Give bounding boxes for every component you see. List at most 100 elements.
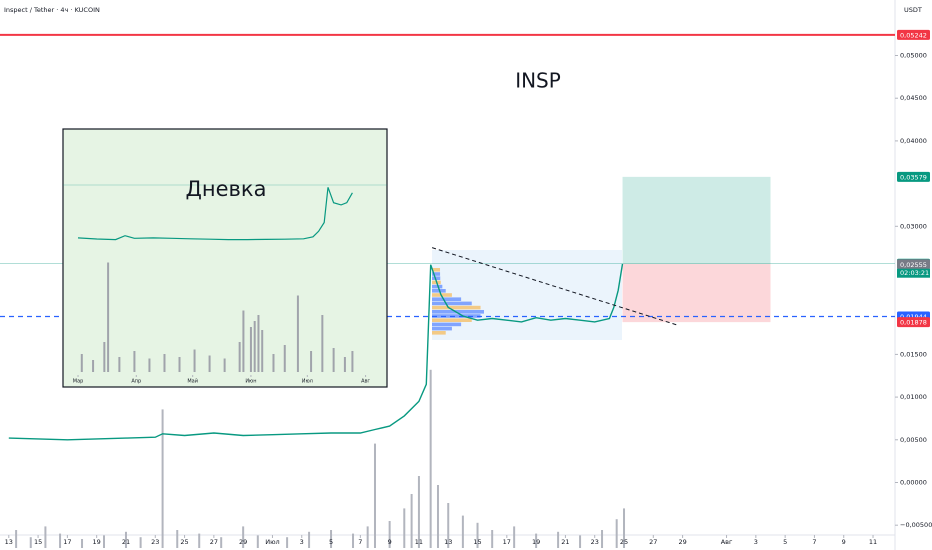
profile-bar [432, 305, 481, 310]
x-tick-label: 13 [444, 538, 452, 546]
volume-bar [15, 530, 18, 548]
volume-bar [601, 530, 604, 548]
y-tick-label: 0,04000 [900, 137, 927, 145]
volume-bar [44, 526, 47, 548]
y-tick-label: −0,00500 [900, 521, 932, 529]
chart-title: INSP [515, 69, 561, 93]
volume-bar [615, 519, 618, 548]
volume-bar [436, 485, 439, 548]
x-tick-label: Авг [721, 538, 733, 546]
volume-bar [308, 531, 311, 548]
y-tick-label: 0,01500 [900, 350, 927, 358]
inset-x-tick-label: Май [187, 378, 198, 385]
price-label-box [897, 259, 930, 270]
volume-bar [373, 443, 376, 548]
volume-bar [256, 535, 259, 548]
x-tick-label: 29 [678, 538, 686, 546]
x-tick-label: 15 [34, 538, 42, 546]
profile-bar [432, 322, 462, 327]
x-tick-label: 7 [812, 538, 816, 546]
profile-bar [432, 314, 481, 318]
trendline [431, 247, 679, 326]
volume-bar [417, 476, 420, 548]
volume-bar [198, 533, 201, 548]
inset-volume-bar [272, 354, 275, 372]
inset-volume-bar [193, 349, 196, 372]
inset: Мар Апр Май Июн Июл Авг [63, 184, 387, 385]
inset-x-tick-label: Мар [73, 379, 84, 385]
volume-bar [410, 494, 413, 548]
x-tick-label: 23 [591, 538, 599, 546]
plot [0, 33, 895, 548]
inset-volume-bar [107, 262, 110, 372]
profile-bar [432, 318, 472, 322]
x-tick-label: 3 [300, 538, 304, 546]
x-tick-label: 11 [415, 538, 423, 546]
x-tick-label: 23 [151, 538, 159, 546]
price-label: 0,03579 [900, 173, 927, 181]
inset-frame [62, 128, 388, 388]
y-tick-label: 0,04500 [900, 94, 927, 102]
inset-volume-bar [310, 351, 313, 372]
volume-bar [124, 531, 127, 548]
x-tick-label: 29 [239, 538, 247, 546]
x-tick-label: 3 [754, 538, 758, 546]
inset-volume-bar [249, 327, 252, 372]
y-tick-label: 0,03000 [900, 222, 927, 230]
inset-volume-bar [92, 360, 95, 372]
volume-bar [161, 409, 164, 548]
inset-x-tick-label: Июн [245, 379, 256, 385]
price-label: 0,01878 [900, 319, 927, 327]
inset-volume-bar [332, 348, 335, 372]
profile-bar [432, 326, 452, 331]
inset-volume-bar [208, 355, 211, 372]
x-tick-label: 9 [388, 538, 392, 546]
profile-bar [432, 284, 443, 289]
inset-title: Дневка [186, 177, 267, 201]
countdown-box [897, 268, 930, 278]
x-tick-label: 17 [503, 538, 511, 546]
x-tick-label: 21 [122, 538, 130, 546]
price-label-box [897, 29, 930, 40]
profile-bar [432, 276, 441, 280]
price-label-box [897, 171, 930, 182]
volume-bar [513, 526, 516, 548]
x-tick-label: 19 [532, 538, 540, 546]
inset-volume-bar [283, 345, 286, 372]
profile-bar [432, 272, 441, 276]
volume-profile-area [432, 250, 622, 340]
inset-volume-bar [133, 351, 136, 372]
y-tick-label: 0,01000 [900, 393, 927, 401]
inset-volume-bar [257, 315, 260, 372]
volume-bar [176, 530, 179, 548]
profile-bar [432, 310, 484, 314]
volume-bar [103, 535, 106, 548]
x-tick-label: 25 [620, 538, 628, 546]
volume-bar [461, 515, 464, 548]
inset-volume-bar [296, 295, 299, 372]
volume-bar [579, 535, 582, 548]
profile-bar [432, 268, 441, 272]
x-tick-label: 17 [63, 538, 71, 546]
price-label: 0,05242 [900, 31, 927, 39]
price-label: 0,02555 [900, 261, 927, 269]
inset-volume-bar [343, 357, 346, 372]
x-tick-label: 15 [473, 538, 481, 546]
volume-bar [286, 537, 289, 548]
volume-bar [139, 537, 142, 548]
x-tick-label: 5 [329, 538, 333, 546]
x-tick-label: 25 [180, 538, 188, 546]
volume-bar [623, 508, 626, 548]
volume-bar [491, 530, 494, 548]
volume-bar [366, 526, 369, 548]
countdown: 02:03:21 [900, 269, 929, 277]
inset-volume-bar [242, 310, 245, 372]
inset-volume-bar [261, 330, 264, 372]
inset-volume-bar [351, 351, 354, 372]
volume-bar [429, 369, 432, 548]
inset-x-tick-label: Июл [302, 379, 313, 385]
volume-bar [330, 530, 333, 548]
inset-x-tick-label: Авг [361, 379, 370, 385]
inset-x-tick-label: Апр [131, 379, 141, 385]
